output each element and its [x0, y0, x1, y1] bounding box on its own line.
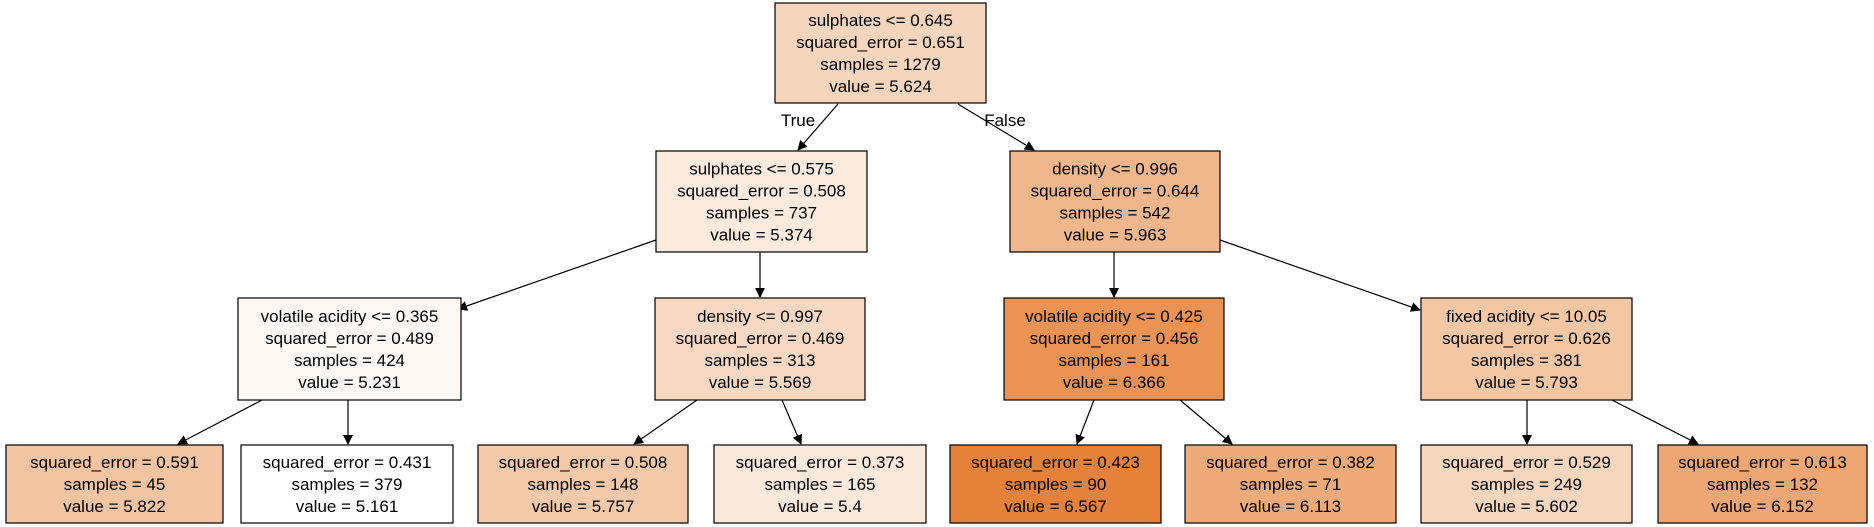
node-box — [1009, 150, 1221, 253]
tree-node-n13: squared_error = 0.529 samples = 249 value … — [1420, 444, 1633, 524]
edge-arrow-n4-n9 — [633, 399, 698, 445]
node-text-line: samples = 1279 — [820, 55, 941, 74]
node-text-line: squared_error = 0.489 — [265, 329, 434, 348]
node-text-line: value = 5.161 — [296, 497, 399, 516]
node-text-line: samples = 249 — [1471, 475, 1582, 494]
edge-arrow-n2-n6 — [1219, 239, 1421, 312]
tree-node-n11: squared_error = 0.423 samples = 90 value =… — [949, 444, 1162, 524]
node-box — [240, 444, 454, 524]
node-text-line: squared_error = 0.644 — [1031, 182, 1200, 201]
node-text-line: value = 6.152 — [1711, 497, 1814, 516]
node-text-line: squared_error = 0.382 — [1206, 453, 1375, 472]
node-box — [1003, 297, 1225, 401]
node-text-line: samples = 132 — [1707, 475, 1818, 494]
tree-node-n0: sulphates <= 0.645 squared_error = 0.651 s… — [774, 2, 987, 104]
node-text-line: value = 6.113 — [1240, 497, 1341, 516]
tree-node-n10: squared_error = 0.373 samples = 165 value … — [713, 444, 927, 524]
node-box — [655, 150, 868, 253]
tree-node-n14: squared_error = 0.613 samples = 132 value … — [1657, 444, 1868, 524]
node-text-line: squared_error = 0.456 — [1030, 329, 1199, 348]
node-text-line: squared_error = 0.508 — [677, 182, 846, 201]
node-text-line: samples = 161 — [1058, 351, 1169, 370]
node-text-line: value = 5.963 — [1064, 226, 1167, 245]
tree-node-n8: squared_error = 0.431 samples = 379 value … — [240, 444, 454, 524]
node-text-line: samples = 71 — [1240, 475, 1342, 494]
edge-label-false: False — [984, 111, 1026, 130]
node-text-line: squared_error = 0.626 — [1442, 329, 1611, 348]
edge-arrow-n5-n11 — [1075, 399, 1095, 445]
edge-arrow-n6-n14 — [1611, 399, 1699, 445]
node-text-line: squared_error = 0.469 — [676, 329, 845, 348]
tree-node-n4: density <= 0.997 squared_error = 0.469 sam… — [654, 297, 866, 401]
node-box — [949, 444, 1162, 524]
node-text-line: value = 5.602 — [1475, 497, 1578, 516]
node-text-line: value = 5.4 — [778, 497, 862, 516]
node-text-line: sulphates <= 0.645 — [808, 11, 953, 30]
node-text-line: value = 6.567 — [1004, 497, 1107, 516]
node-box — [713, 444, 927, 524]
node-text-line: samples = 148 — [527, 475, 638, 494]
edge-arrow-n0-n1 — [797, 103, 839, 151]
tree-node-n12: squared_error = 0.382 samples = 71 value =… — [1184, 444, 1397, 524]
node-box — [1420, 297, 1633, 401]
node-box — [1420, 444, 1633, 524]
node-text-line: value = 5.374 — [710, 226, 813, 245]
node-text-line: squared_error = 0.373 — [736, 453, 905, 472]
node-text-line: samples = 379 — [291, 475, 402, 494]
node-text-line: value = 5.793 — [1475, 373, 1578, 392]
node-text-line: samples = 424 — [294, 351, 405, 370]
tree-node-n1: sulphates <= 0.575 squared_error = 0.508 s… — [655, 150, 868, 253]
edge-arrow-n3-n7 — [177, 399, 263, 445]
tree-node-n7: squared_error = 0.591 samples = 45 value =… — [5, 444, 224, 524]
node-text-line: squared_error = 0.651 — [796, 33, 965, 52]
node-text-line: samples = 737 — [706, 204, 817, 223]
edge-arrow-n5-n12 — [1179, 399, 1233, 445]
node-text-line: squared_error = 0.423 — [971, 453, 1140, 472]
node-text-line: volatile acidity <= 0.365 — [261, 307, 439, 326]
node-text-line: samples = 381 — [1471, 351, 1582, 370]
tree-node-n3: volatile acidity <= 0.365 squared_error =… — [237, 297, 462, 401]
node-box — [1184, 444, 1397, 524]
node-text-line: fixed acidity <= 10.05 — [1446, 307, 1607, 326]
node-box — [1657, 444, 1868, 524]
edge-label-true: True — [781, 111, 815, 130]
node-box — [5, 444, 224, 524]
node-box — [774, 2, 987, 104]
node-text-line: volatile acidity <= 0.425 — [1025, 307, 1203, 326]
node-text-line: value = 5.569 — [709, 373, 812, 392]
node-text-line: squared_error = 0.529 — [1442, 453, 1611, 472]
node-text-line: samples = 542 — [1059, 204, 1170, 223]
node-box — [237, 297, 462, 401]
node-text-line: density <= 0.997 — [697, 307, 823, 326]
node-text-line: samples = 165 — [764, 475, 875, 494]
node-text-line: value = 5.822 — [63, 497, 166, 516]
node-text-line: samples = 45 — [64, 475, 166, 494]
edge-arrow-n4-n10 — [781, 399, 803, 445]
node-text-line: squared_error = 0.591 — [30, 453, 199, 472]
tree-node-n6: fixed acidity <= 10.05 squared_error = 0.… — [1420, 297, 1633, 401]
node-text-line: value = 5.757 — [532, 497, 635, 516]
tree-node-n9: squared_error = 0.508 samples = 148 value … — [477, 444, 689, 524]
tree-node-n2: density <= 0.996 squared_error = 0.644 sam… — [1009, 150, 1221, 253]
node-text-line: sulphates <= 0.575 — [689, 160, 834, 179]
tree-node-n5: volatile acidity <= 0.425 squared_error =… — [1003, 297, 1225, 401]
node-text-line: samples = 313 — [704, 351, 815, 370]
edge-arrow-n0-n2 — [957, 103, 1035, 151]
node-box — [654, 297, 866, 401]
node-text-line: value = 5.624 — [829, 77, 932, 96]
node-text-line: value = 5.231 — [298, 373, 401, 392]
node-text-line: squared_error = 0.613 — [1678, 453, 1847, 472]
node-text-line: density <= 0.996 — [1052, 160, 1178, 179]
edge-arrow-n1-n3 — [457, 239, 657, 311]
node-text-line: squared_error = 0.431 — [263, 453, 432, 472]
node-text-line: samples = 90 — [1005, 475, 1107, 494]
node-text-line: squared_error = 0.508 — [499, 453, 668, 472]
node-text-line: value = 6.366 — [1063, 373, 1166, 392]
node-box — [477, 444, 689, 524]
